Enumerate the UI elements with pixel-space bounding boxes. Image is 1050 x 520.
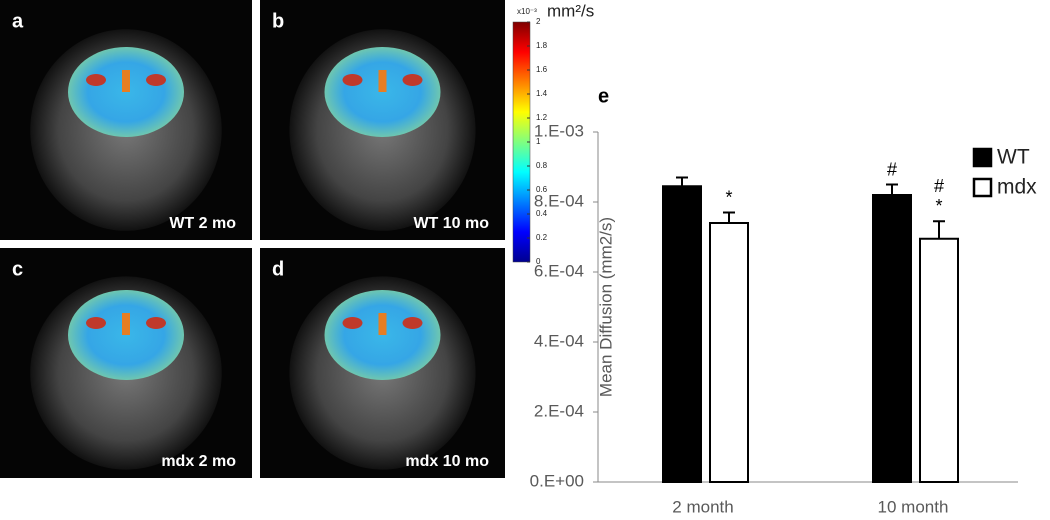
panel-letter: e [598,85,609,107]
ventricle [378,313,387,335]
x-tick-label: 2 month [672,497,733,516]
panel-caption: mdx 2 mo [161,453,236,470]
significance-marker: * [935,196,942,216]
y-tick-label: 0.E+00 [530,471,584,490]
significance-marker: # [934,176,944,196]
ventricle [378,70,387,92]
significance-marker: # [887,159,897,179]
colorbar-tick-label: 1.8 [536,41,548,50]
colorbar-tick-label: 0.6 [536,185,548,194]
ventricle [122,313,130,335]
colorbar-multiplier: x10⁻³ [517,7,537,16]
ventricle [342,74,363,86]
y-tick-label: 1.E-03 [534,121,584,140]
y-tick-label: 4.E-04 [534,331,584,350]
y-tick-label: 2.E-04 [534,401,584,420]
colorbar-tick-label: 0.8 [536,161,548,170]
x-tick-label: 10 month [878,497,949,516]
ventricle [146,317,166,329]
ventricle [122,70,130,92]
colorbar-tick-label: 0.2 [536,233,548,242]
panel-caption: WT 10 mo [413,215,489,232]
colorbar-tick-label: 2 [536,17,541,26]
y-tick-label: 6.E-04 [534,261,584,280]
ventricle [402,317,423,329]
legend-swatch [972,147,993,168]
panel-caption: mdx 10 mo [405,453,489,470]
y-axis-label: Mean Diffusion (mm2/s) [596,217,615,397]
colorbar-tick-label: 1 [536,137,541,146]
panel-letter: c [12,258,23,280]
colorbar-tick-label: 1.4 [536,89,548,98]
colorbar-tick-label: 0.4 [536,209,548,218]
ventricle [146,74,166,86]
panel-letter: b [272,10,284,32]
bar [709,222,749,483]
y-tick-label: 8.E-04 [534,191,584,210]
ventricle [402,74,423,86]
legend-swatch [972,177,993,198]
panel-letter: a [12,10,24,32]
colorbar-tick-label: 1.2 [536,113,548,122]
ventricle [86,317,106,329]
colorbar-unit: mm²/s [547,1,594,20]
colorbar-tick-label: 0 [536,257,541,266]
bar [919,237,959,483]
legend-label: mdx [997,176,1037,199]
ventricle [86,74,106,86]
legend-label: WT [997,146,1030,169]
bar [662,185,702,483]
panel-caption: WT 2 mo [169,215,236,232]
panel-letter: d [272,258,284,280]
bar [872,194,912,483]
ventricle [342,317,363,329]
significance-marker: * [725,187,732,207]
colorbar-tick-label: 1.6 [536,65,548,74]
